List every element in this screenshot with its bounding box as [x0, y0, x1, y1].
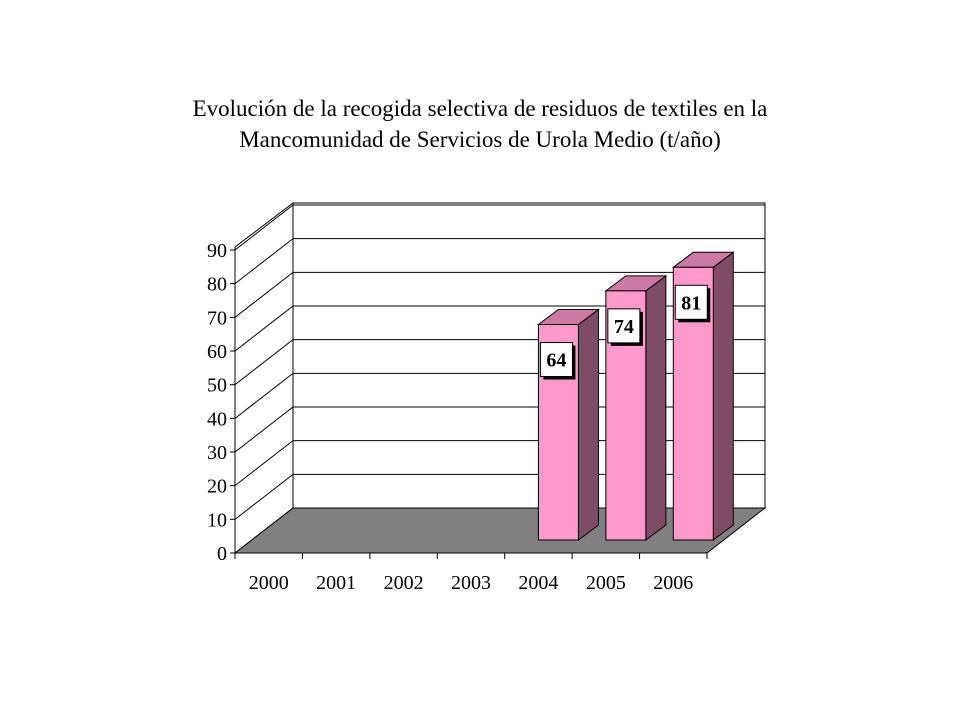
data-label-box	[607, 308, 641, 344]
y-tick-label: 0	[217, 543, 227, 565]
y-tick-label: 70	[207, 307, 227, 329]
x-tick-label: 2005	[586, 572, 626, 594]
gridline-side	[234, 305, 294, 352]
y-tick-label: 90	[207, 240, 227, 262]
x-tick-label: 2002	[384, 572, 424, 594]
gridline-side	[234, 271, 294, 318]
data-label-text: 81	[681, 292, 701, 314]
chart-title-line-2: Mancomunidad de Servicios de Urola Medio…	[239, 127, 721, 152]
gridline-side	[234, 372, 294, 419]
gridline-side	[234, 440, 294, 487]
chart-axes: 0 10 20 30 40 50 60 70 80 90 2000 2001 2002 2003 2004 2…	[207, 240, 708, 594]
bar-side-face	[645, 274, 667, 541]
data-label-text: 64	[546, 350, 566, 372]
x-tick-label: 2006	[653, 572, 693, 594]
data-label-box	[539, 342, 573, 378]
y-tick-label: 80	[207, 274, 227, 296]
gridline-side	[234, 473, 294, 520]
gridline-side	[234, 406, 294, 453]
chart-title: Evolución de la recogida selectiva de re…	[80, 93, 880, 155]
x-tick-label: 2001	[316, 572, 356, 594]
gridline-side	[234, 339, 294, 386]
data-label-text: 74	[614, 316, 634, 338]
data-label: 64	[539, 342, 576, 380]
data-label: 74	[607, 308, 643, 346]
x-tick-label: 2003	[451, 572, 491, 594]
chart-data-labels: 64 74 81	[539, 284, 711, 380]
chart-title-line-1: Evolución de la recogida selectiva de re…	[192, 96, 768, 121]
y-tick-label: 60	[207, 341, 227, 363]
bar-side-face	[712, 251, 734, 541]
y-tick-label: 50	[207, 375, 227, 397]
x-tick-label: 2004	[518, 572, 558, 594]
x-tick-label: 2000	[249, 572, 289, 594]
y-tick-label: 40	[207, 408, 227, 430]
data-label: 81	[674, 284, 711, 323]
bar-side-face	[577, 308, 599, 541]
gridline-side	[234, 238, 294, 285]
data-label-box	[674, 284, 708, 320]
y-tick-label: 10	[207, 509, 227, 531]
y-tick-label: 30	[207, 442, 227, 464]
y-tick-label: 20	[207, 476, 227, 498]
gridline-side	[234, 204, 294, 251]
